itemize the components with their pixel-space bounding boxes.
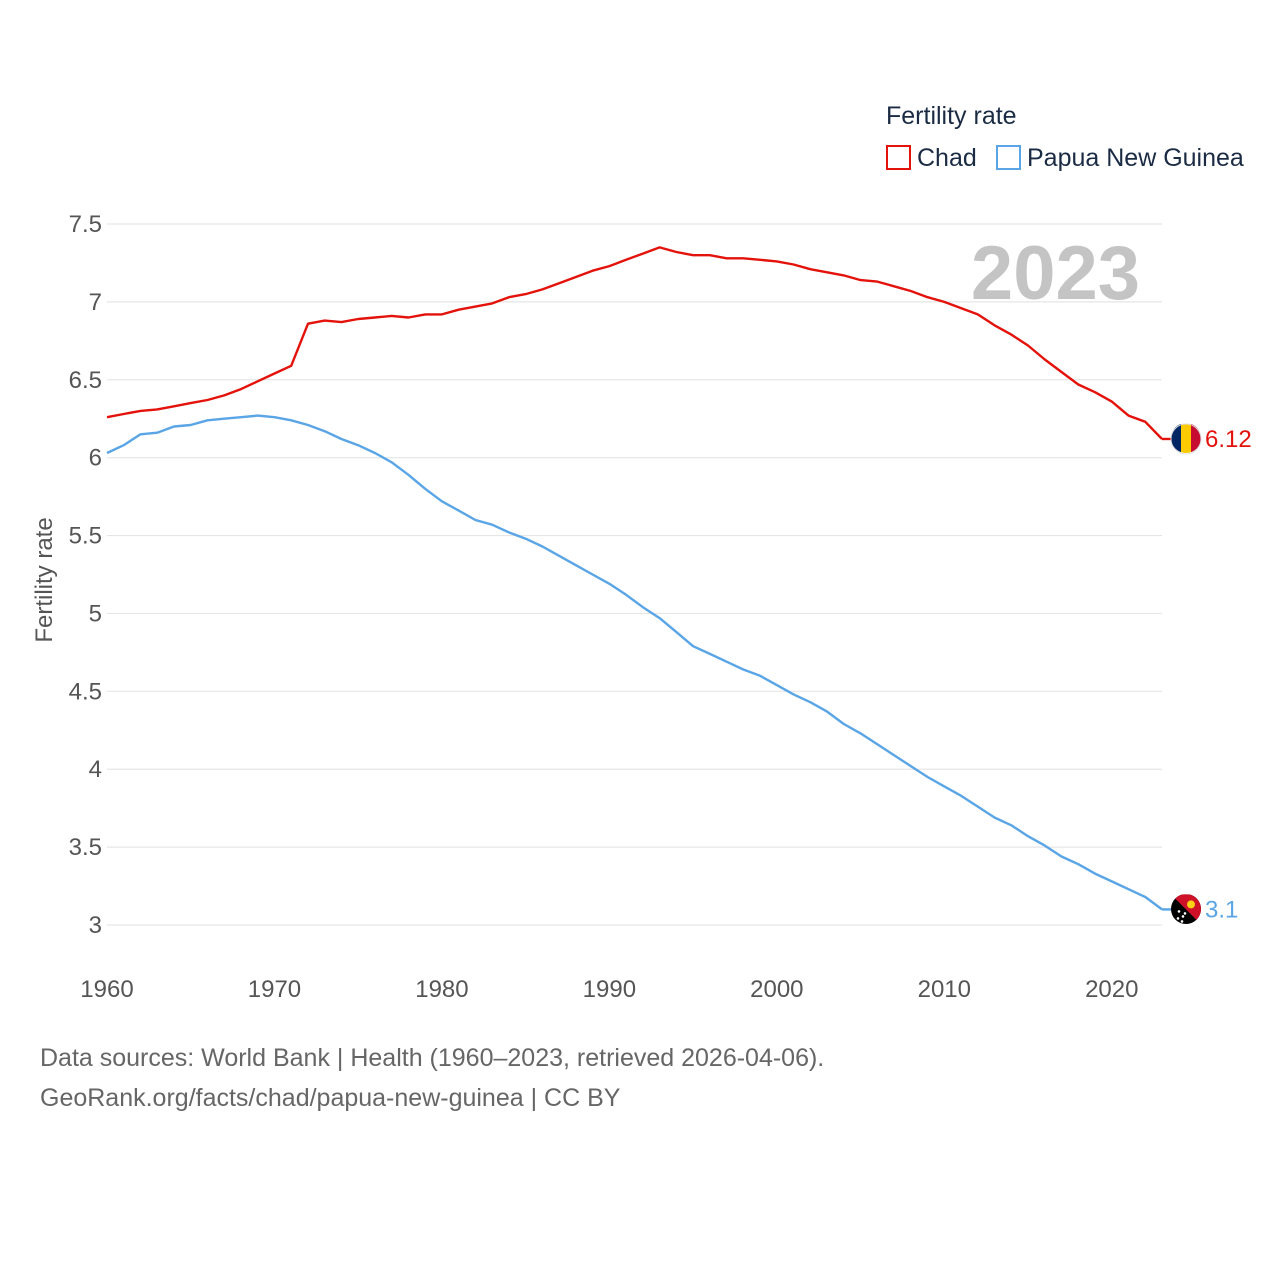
series-lines — [106, 246, 1163, 911]
x-tick-label: 2010 — [918, 976, 971, 1003]
legend-item-chad[interactable]: Chad — [886, 144, 977, 172]
series-line-papua-new-guinea[interactable] — [106, 414, 1163, 911]
y-tick-label: 6.5 — [69, 367, 102, 394]
y-tick-label: 4.5 — [69, 678, 102, 705]
source-link[interactable]: GeoRank.org/facts/chad/papua-new-guinea … — [40, 1084, 621, 1112]
x-tick-label: 1980 — [415, 976, 468, 1003]
y-tick-label: 5 — [89, 600, 102, 627]
x-tick-label: 1960 — [80, 976, 133, 1003]
papua-new-guinea-flag-icon — [1171, 894, 1201, 924]
legend: Fertility rate Chad Papua New Guinea — [886, 102, 1244, 172]
x-tick-label: 2020 — [1085, 976, 1138, 1003]
x-axis-ticks: 1960 1970 1980 1990 2000 2010 2020 — [80, 976, 1138, 1003]
y-tick-label: 3.5 — [69, 834, 102, 861]
y-tick-label: 3 — [89, 912, 102, 939]
series-end-markers: 6.12 3.1 — [1162, 423, 1252, 924]
gridlines — [107, 223, 1162, 926]
legend-item-papua-new-guinea[interactable]: Papua New Guinea — [996, 144, 1244, 172]
series-line-chad[interactable] — [106, 246, 1163, 440]
x-tick-label: 1970 — [248, 976, 301, 1003]
y-axis-title: Fertility rate — [31, 517, 58, 642]
y-tick-label: 7.5 — [69, 211, 102, 238]
y-tick-label: 4 — [89, 756, 102, 783]
legend-swatch-papua-new-guinea — [996, 145, 1021, 170]
y-tick-label: 6 — [89, 445, 102, 472]
legend-swatch-chad — [886, 145, 911, 170]
year-watermark: 2023 — [971, 231, 1140, 316]
chad-flag-icon — [1170, 423, 1202, 455]
legend-label-chad: Chad — [917, 144, 977, 172]
y-tick-label: 7 — [89, 289, 102, 316]
x-tick-label: 1990 — [583, 976, 636, 1003]
y-axis-ticks: 3 3.5 4 4.5 5 5.5 6 6.5 7 7.5 — [69, 211, 102, 939]
series-end-label-papua-new-guinea: 3.1 — [1205, 896, 1238, 923]
legend-label-papua-new-guinea: Papua New Guinea — [1027, 144, 1244, 172]
series-end-label-chad: 6.12 — [1205, 426, 1252, 453]
y-tick-label: 5.5 — [69, 523, 102, 550]
legend-title: Fertility rate — [886, 102, 1017, 130]
x-tick-label: 2000 — [750, 976, 803, 1003]
source-note: Data sources: World Bank | Health (1960–… — [40, 1044, 825, 1072]
